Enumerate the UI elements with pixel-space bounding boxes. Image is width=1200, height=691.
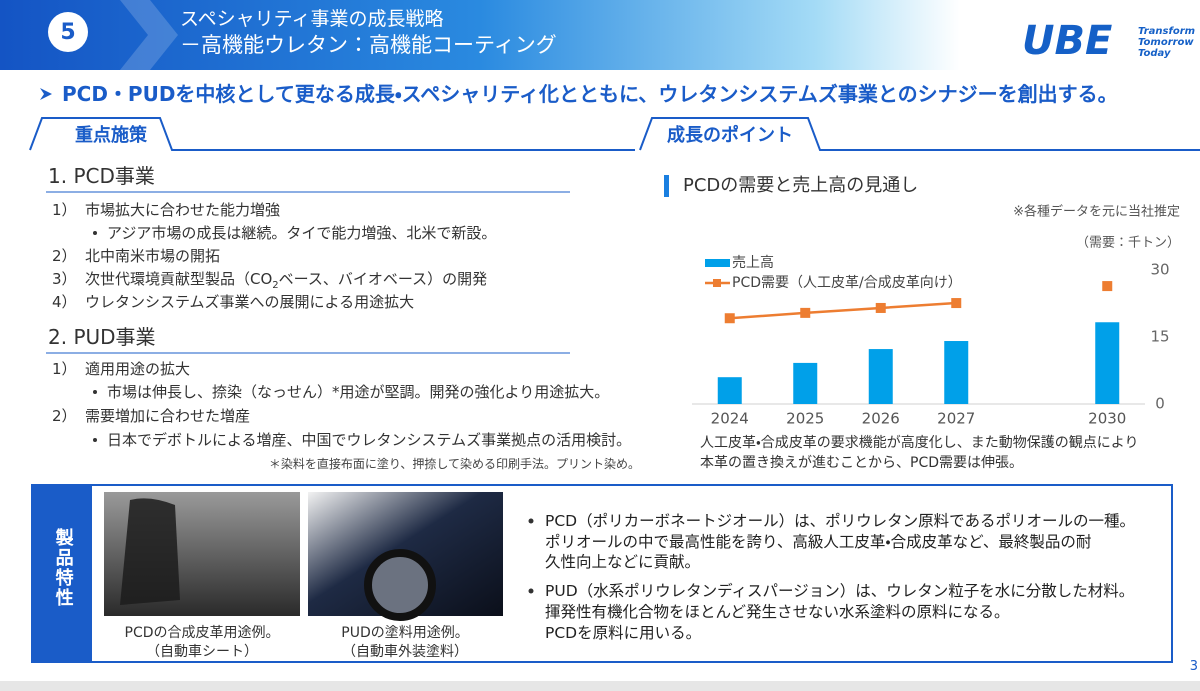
car-wheel	[364, 549, 436, 621]
item-subtext: アジア市場の成長は継続。タイで能力増強、北米で新設。	[107, 224, 497, 242]
bar	[717, 377, 742, 404]
header-band	[0, 0, 1200, 70]
subsection-title: 1. PCD事業	[48, 164, 155, 188]
header-title: スペシャリティ事業の成長戦略	[180, 7, 444, 30]
bullet-dot	[93, 231, 97, 235]
item-text: 市場拡大に合わせた能力増強	[85, 201, 281, 219]
headline-arrow	[40, 88, 52, 100]
bar	[793, 362, 818, 404]
line-marker	[951, 298, 962, 309]
product-label-band	[32, 485, 92, 662]
bullet-dot	[93, 438, 97, 442]
tagline: Tomorrow	[1138, 37, 1194, 48]
legend-label: 売上高	[732, 254, 774, 271]
chart: PCDの需要と売上高の見通し ※各種データを元に当社推定 （需要：千トン） 0 1…	[664, 175, 1180, 428]
photo-caption: （自動車シート）	[146, 643, 258, 660]
item-text: 適用用途の拡大	[85, 360, 191, 378]
bullet-dot	[93, 390, 97, 394]
y-tick-label: 30	[1150, 261, 1169, 279]
item-number: 3）	[52, 270, 77, 288]
photo-caption: PUDの塗料用途例。	[341, 624, 469, 641]
item-number: 2）	[52, 407, 77, 425]
chart-caption: 人工皮革・合成皮革の要求機能が高度化し、また動物保護の観点により	[700, 434, 1139, 451]
product-label: 製品特性	[52, 528, 74, 608]
tagline: Transform	[1138, 26, 1196, 37]
bullet-text: PCD（ポリカーボネートジオール）は、ポリウレタン原料であるポリオールの一種。	[545, 511, 1135, 530]
bullet-dot	[528, 588, 534, 594]
chart-caption: 本革の置き換えが進むことから、PCD需要は伸張。	[700, 454, 1023, 471]
bullet-dot	[528, 518, 534, 524]
bullet-text: PCDを原料に用いる。	[545, 623, 702, 642]
bullet-text: 揮発性有機化合物をほとんど発生させない水系塗料の原料になる。	[545, 602, 1010, 621]
x-tick-label: 2024	[711, 410, 749, 428]
footer-strip	[0, 681, 1200, 691]
subsection-title: 2. PUD事業	[48, 325, 156, 349]
section-number: 5	[60, 19, 76, 45]
item-text: 北中南米市場の開拓	[85, 247, 221, 265]
line-marker	[800, 307, 811, 318]
item-subtext: 市場は伸長し、捺染（なっせん）*用途が堅調。開発の強化より用途拡大。	[107, 383, 610, 401]
item-number: 4）	[52, 293, 77, 311]
item-number: 1）	[52, 201, 77, 219]
item-subtext: 日本でデボトルによる増産、中国でウレタンシステムズ事業拠点の活用検討。	[107, 431, 632, 449]
y-tick-label: 15	[1150, 328, 1169, 346]
tagline: Today	[1138, 48, 1171, 59]
legend-swatch	[705, 259, 730, 267]
item-text-part: 次世代環境貢献型製品（CO	[85, 270, 273, 288]
seat-shape	[120, 498, 180, 605]
line-marker	[875, 302, 886, 313]
x-tick-label: 2027	[937, 410, 975, 428]
photo-caption: PCDの合成皮革用途例。	[124, 624, 280, 641]
bar	[868, 349, 893, 404]
bullet-text: ポリオールの中で最高性能を誇り、高級人工皮革・合成皮革など、最終製品の耐	[545, 532, 1092, 551]
legend-label: PCD需要（人工皮革/合成皮革向け）	[732, 275, 962, 291]
item-text: 需要増加に合わせた増産	[85, 407, 251, 425]
x-tick-label: 2025	[786, 410, 824, 428]
x-tick-label: 2030	[1088, 410, 1126, 428]
line-marker	[724, 313, 735, 324]
logo: UBE	[1022, 18, 1113, 64]
footnote: ＊染料を直接布面に塗り、押捺して染める印刷手法。プリント染め。	[268, 456, 640, 471]
headline: PCD・PUDを中核として更なる成長・スペシャリティ化とともに、ウレタンシステム…	[62, 82, 1118, 106]
section-heading: 重点施策	[75, 125, 147, 147]
right-tab	[639, 117, 1200, 151]
bullet-text: PUD（水系ポリウレタンディスパージョン）は、ウレタン粒子を水に分散した材料。	[545, 581, 1135, 600]
title-marker	[664, 175, 669, 197]
chart-note: ※各種データを元に当社推定	[1013, 204, 1180, 220]
item-text-part: ベース、バイオベース）の開発	[278, 270, 488, 288]
line-marker	[1102, 281, 1113, 292]
item-number: 2）	[52, 247, 77, 265]
left-tab	[29, 117, 635, 151]
x-tick-label: 2026	[862, 410, 900, 428]
item-text: ウレタンシステムズ事業への展開による用途拡大	[85, 293, 415, 311]
bar	[944, 341, 969, 404]
axis-label: （需要：千トン）	[1076, 236, 1180, 251]
chart-title: PCDの需要と売上高の見通し	[683, 175, 918, 196]
section-heading: 成長のポイント	[667, 125, 793, 147]
photo-caption: （自動車外装塗料）	[342, 643, 468, 660]
item-number: 1）	[52, 360, 77, 378]
number-badge	[48, 12, 88, 52]
header-subtitle: －高機能ウレタン：高機能コーティング	[180, 33, 557, 58]
page-number: 3	[1189, 659, 1198, 675]
bullet-text: 久性向上などに貢献。	[545, 552, 701, 571]
bar	[1095, 322, 1120, 404]
subscript: 2	[272, 280, 279, 291]
header-chevron	[120, 0, 178, 70]
item-text: 次世代環境貢献型製品（CO2ベース、バイオベース）の開発	[85, 270, 487, 292]
legend-swatch	[713, 279, 721, 287]
y-tick-label: 0	[1155, 395, 1165, 413]
